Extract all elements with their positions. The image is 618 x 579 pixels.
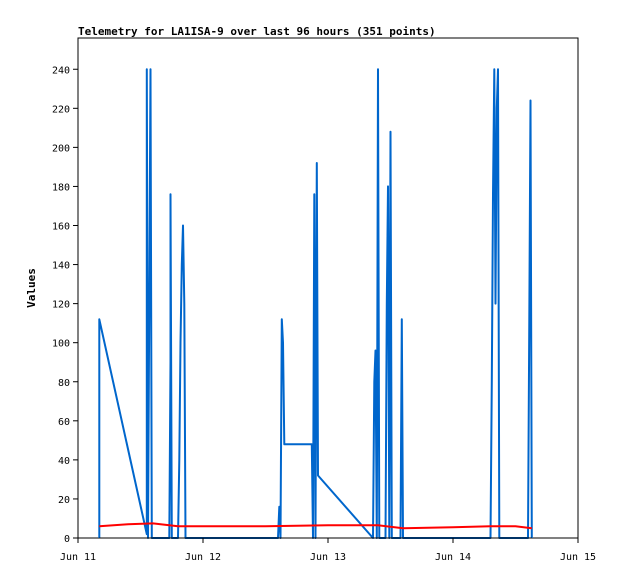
y-tick-label: 100 xyxy=(52,339,70,350)
x-tick-label: Jun 14 xyxy=(435,552,471,563)
y-ticks: 0 20 40 60 80 100 120 140 160 180 200 220 240 xyxy=(52,65,78,545)
x-tick-label: Jun 15 xyxy=(560,552,596,563)
y-axis-label: Values xyxy=(25,268,38,308)
y-tick-label: 20 xyxy=(58,495,70,506)
series-layer xyxy=(98,68,533,539)
y-tick-label: 200 xyxy=(52,143,70,154)
series-line-2 xyxy=(99,522,532,530)
y-tick-label: 60 xyxy=(58,417,70,428)
x-tick-label: Jun 13 xyxy=(310,552,346,563)
y-tick-label: 160 xyxy=(52,222,70,233)
plot-frame xyxy=(77,37,579,539)
y-tick-label: 240 xyxy=(52,65,70,76)
series-line-1 xyxy=(98,68,533,539)
y-tick-label: 120 xyxy=(52,300,70,311)
y-tick-label: 220 xyxy=(52,104,70,115)
x-tick-label: Jun 11 xyxy=(60,552,96,563)
x-tick-label: Jun 12 xyxy=(185,552,221,563)
y-tick-label: 80 xyxy=(58,378,70,389)
y-tick-label: 0 xyxy=(64,534,70,545)
chart-title: Telemetry for LA1ISA-9 over last 96 hour… xyxy=(78,25,436,38)
x-ticks: Jun 11 Jun 12 Jun 13 Jun 14 Jun 15 xyxy=(60,538,596,563)
y-tick-label: 40 xyxy=(58,456,70,467)
y-tick-label: 180 xyxy=(52,182,70,193)
y-tick-label: 140 xyxy=(52,261,70,272)
